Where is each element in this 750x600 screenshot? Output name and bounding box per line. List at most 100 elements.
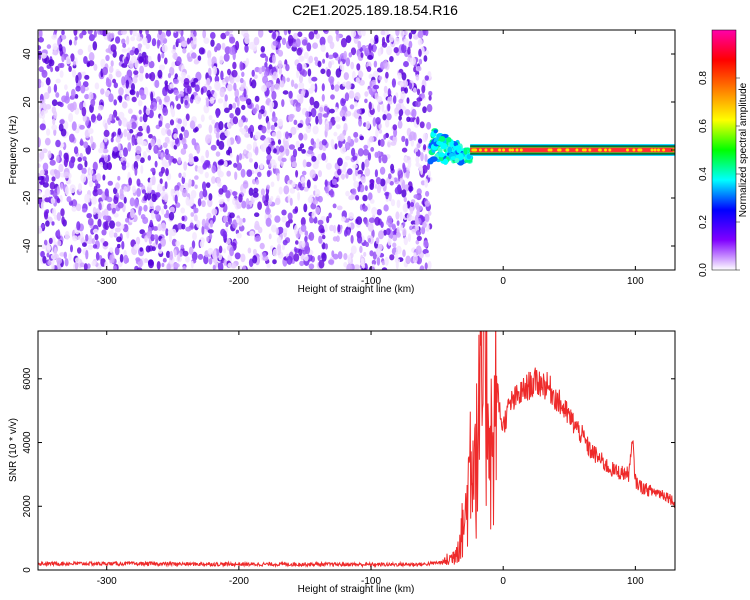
heatmap-cell [42, 255, 47, 264]
heatmap-cell [392, 124, 398, 131]
heatmap-cell [145, 107, 151, 116]
heatmap-cell [335, 235, 340, 242]
heatmap-cell [226, 83, 233, 92]
heatmap-cell [344, 229, 348, 237]
heatmap-cell [401, 135, 406, 143]
heatmap-cell [51, 221, 55, 226]
heatmap-cell [300, 90, 305, 98]
heatmap-cell [374, 169, 378, 178]
tone-band-fleck [565, 148, 569, 152]
heatmap-cell [179, 133, 183, 141]
heatmap-cell [229, 36, 236, 44]
heatmap-cell [358, 118, 363, 127]
heatmap-cell [227, 122, 232, 129]
heatmap-cell [292, 148, 298, 158]
heatmap-cell [305, 161, 312, 167]
heatmap-cell [350, 245, 357, 255]
heatmap-cell [316, 138, 320, 143]
heatmap-cell [392, 230, 397, 236]
heatmap-cell [385, 228, 391, 236]
heatmap-cell [73, 146, 79, 155]
heatmap-cell [438, 152, 446, 158]
heatmap-cell [296, 94, 301, 100]
heatmap-cell [232, 102, 237, 109]
heatmap-cell [236, 154, 240, 164]
heatmap-cell [365, 121, 371, 130]
heatmap-cell [198, 47, 205, 55]
heatmap-cell [345, 81, 352, 90]
heatmap-cell [109, 247, 114, 253]
heatmap-cell [115, 36, 121, 44]
heatmap-cell [246, 204, 251, 210]
heatmap-cell [77, 247, 82, 254]
heatmap-cell [300, 55, 304, 61]
heatmap-cell [87, 244, 94, 251]
x-tick-label: 100 [627, 576, 644, 587]
heatmap-cell [264, 61, 268, 68]
heatmap-cell [266, 155, 273, 160]
heatmap-cell [44, 211, 49, 220]
heatmap-cell [364, 47, 370, 56]
heatmap-cell [350, 234, 354, 244]
heatmap-cell [177, 157, 182, 164]
heatmap-cell [150, 104, 154, 110]
heatmap-cell [92, 244, 98, 249]
heatmap-cell [303, 51, 309, 60]
heatmap-cell [385, 119, 390, 128]
heatmap-cell [401, 189, 407, 198]
heatmap-cell [246, 169, 253, 178]
heatmap-cell [436, 140, 444, 146]
heatmap-cell [389, 181, 394, 186]
heatmap-cell [277, 41, 281, 49]
heatmap-cell [155, 205, 162, 212]
heatmap-cell [277, 118, 284, 127]
heatmap-cell [453, 141, 459, 147]
heatmap-cell [82, 242, 87, 248]
heatmap-cell [364, 185, 368, 192]
heatmap-cell [193, 214, 198, 222]
heatmap-cell [59, 102, 64, 108]
heatmap-cell [352, 70, 356, 80]
heatmap-cell [245, 57, 250, 66]
heatmap-cell [39, 123, 46, 131]
heatmap-cell [322, 146, 327, 151]
heatmap-cell [41, 244, 46, 250]
heatmap-cell [253, 161, 259, 170]
heatmap-cell [123, 129, 128, 138]
heatmap-cell [150, 234, 155, 242]
heatmap-cell [271, 54, 276, 64]
heatmap-cell [71, 69, 77, 78]
heatmap-cell [272, 31, 277, 40]
snr-x-label: Height of straight line (km) [298, 584, 415, 595]
heatmap-cell [438, 135, 446, 142]
heatmap-cell [219, 88, 225, 98]
heatmap-cell [408, 82, 413, 90]
heatmap-cell [404, 87, 408, 94]
heatmap-cell [108, 93, 114, 103]
heatmap-cell [196, 144, 201, 154]
tone-band-fleck [502, 148, 506, 152]
heatmap-cell [91, 260, 96, 267]
heatmap-cell [205, 182, 211, 189]
y-tick-label: -20 [22, 190, 33, 205]
heatmap-cell [271, 90, 277, 100]
heatmap-cell [110, 44, 117, 53]
heatmap-cell [227, 262, 232, 268]
heatmap-cell [145, 245, 151, 253]
heatmap-cell [64, 84, 68, 91]
heatmap-cell [398, 115, 402, 121]
heatmap-cell [215, 151, 221, 157]
heatmap-cell [104, 261, 108, 270]
tone-band-fleck [588, 148, 592, 152]
heatmap-cell [122, 147, 128, 157]
heatmap-cell [105, 78, 112, 88]
heatmap-cell [207, 57, 213, 67]
tone-band-fleck [604, 148, 607, 152]
heatmap-cell [141, 189, 146, 194]
heatmap-cell [424, 214, 430, 222]
heatmap-cell [403, 155, 408, 163]
heatmap-cell [265, 217, 272, 227]
heatmap-cell [392, 234, 398, 242]
heatmap-cell [160, 237, 167, 247]
heatmap-cell [68, 65, 72, 72]
